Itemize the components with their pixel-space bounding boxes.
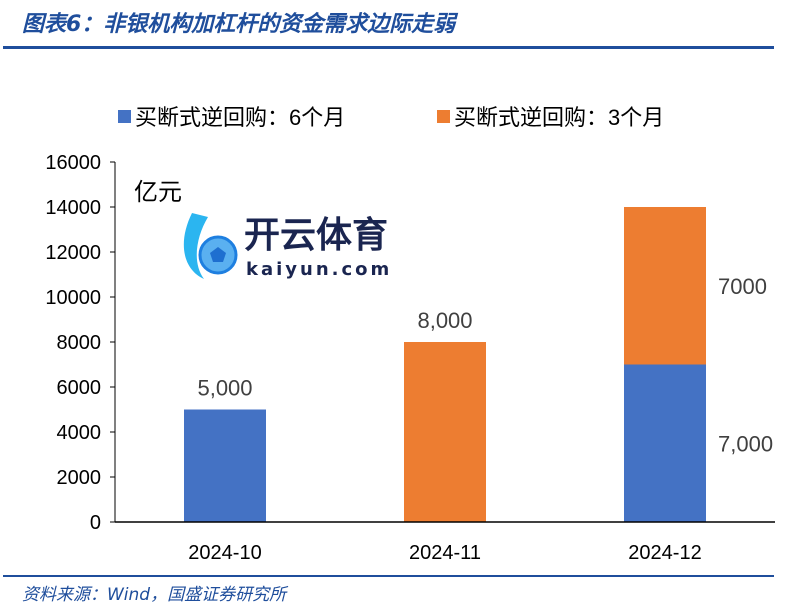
- data-label: 7000: [718, 274, 767, 299]
- legend-swatch-orange: [437, 109, 450, 123]
- logo-brand-cn: 开云体育: [244, 215, 388, 256]
- legend-swatch-blue: [118, 109, 131, 123]
- x-tick-label: 2024-11: [409, 542, 481, 564]
- logo-k-icon: [183, 213, 208, 279]
- figure-title: 图表6：非银机构加杠杆的资金需求边际走弱: [22, 12, 456, 37]
- x-tick-label: 2024-12: [628, 542, 701, 564]
- y-tick-label: 16000: [45, 152, 101, 174]
- bar-2024-12-s0: [624, 364, 706, 522]
- data-label: 7,000: [718, 431, 773, 456]
- y-tick-label: 0: [90, 512, 101, 534]
- logo-brand-en: kaiyun.com: [246, 259, 392, 280]
- source-note: 资料来源：Wind，国盛证券研究所: [22, 585, 287, 605]
- legend-item-6m: 买断式逆回购：6个月: [118, 100, 345, 132]
- x-tick-label: 2024-10: [188, 542, 261, 564]
- legend-label: 买断式逆回购：3个月: [454, 105, 665, 130]
- data-label: 5,000: [197, 376, 252, 401]
- title-divider: [3, 46, 774, 49]
- bar-2024-12-s1: [624, 207, 706, 365]
- bar-2024-11-s1: [404, 342, 486, 522]
- data-label: 8,000: [417, 308, 472, 333]
- bar-2024-10-s0: [184, 409, 266, 522]
- y-tick-label: 4000: [57, 422, 102, 444]
- y-tick-label: 14000: [45, 197, 101, 219]
- legend-label: 买断式逆回购：6个月: [135, 105, 346, 130]
- legend-item-3m: 买断式逆回购：3个月: [437, 100, 664, 132]
- watermark-logo: 开云体育 kaiyun.com: [183, 213, 392, 280]
- y-tick-label: 10000: [45, 287, 101, 309]
- y-tick-label: 6000: [57, 377, 102, 399]
- logo-ball-patch: [210, 247, 226, 262]
- y-tick-label: 2000: [57, 467, 102, 489]
- y-tick-label: 8000: [57, 332, 102, 354]
- y-tick-label: 12000: [45, 242, 101, 264]
- footer-divider: [3, 575, 774, 577]
- y-axis-unit: 亿元: [134, 179, 182, 206]
